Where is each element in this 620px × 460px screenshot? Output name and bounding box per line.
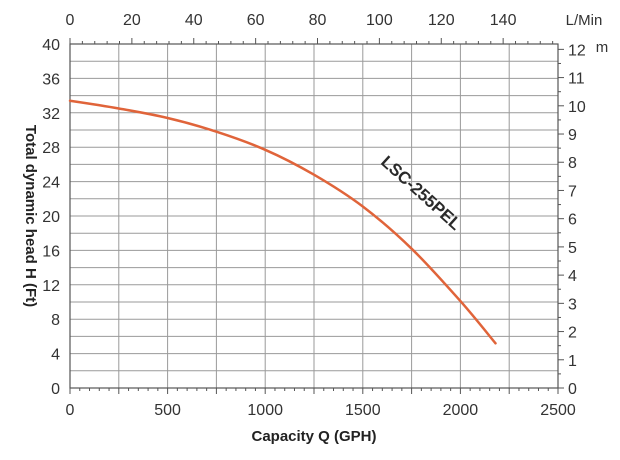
tick-labels: 0 500 1000 1500 2000 250004812162024283236400… bbox=[42, 12, 586, 419]
x-axis-title: Capacity Q (GPH) bbox=[251, 428, 376, 445]
series-line-lsc-255pel bbox=[68, 99, 497, 345]
right-tick-label: 7 bbox=[568, 183, 577, 200]
x-tick-label: 1000 bbox=[247, 402, 283, 419]
right-tick-label: 6 bbox=[568, 212, 577, 229]
series-layer bbox=[68, 99, 497, 345]
y-tick-label: 20 bbox=[42, 209, 60, 226]
right-tick-label: 1 bbox=[568, 353, 577, 370]
x-tick-label: 2000 bbox=[443, 402, 479, 419]
right-tick-label: 5 bbox=[568, 240, 577, 257]
y-tick-label: 24 bbox=[42, 175, 60, 192]
top-tick-label: 20 bbox=[123, 12, 141, 29]
right-tick-label: 0 bbox=[568, 381, 577, 398]
y-tick-label: 0 bbox=[51, 381, 60, 398]
top-tick-label: 40 bbox=[185, 12, 203, 29]
y-tick-label: 4 bbox=[51, 347, 60, 364]
y-tick-label: 16 bbox=[42, 243, 60, 260]
top-tick-label: 80 bbox=[309, 12, 327, 29]
grid-layer bbox=[69, 43, 559, 389]
right-tick-label: 10 bbox=[568, 99, 586, 116]
top-tick-label: 100 bbox=[366, 12, 393, 29]
right-tick-label: 3 bbox=[568, 296, 577, 313]
right-tick-label: 2 bbox=[568, 325, 577, 342]
top-tick-label: 0 bbox=[66, 12, 75, 29]
y-tick-label: 40 bbox=[42, 37, 60, 54]
x-tick-label: 1500 bbox=[345, 402, 381, 419]
y-tick-label: 36 bbox=[42, 71, 60, 88]
right-tick-label: 4 bbox=[568, 268, 577, 285]
ticks-layer bbox=[69, 38, 564, 394]
y-tick-label: 32 bbox=[42, 106, 60, 123]
top-tick-label: 60 bbox=[247, 12, 265, 29]
y-tick-label: 8 bbox=[51, 312, 60, 329]
x-tick-label: 2500 bbox=[540, 402, 576, 419]
right-tick-label: 9 bbox=[568, 127, 577, 144]
top-tick-label: 120 bbox=[428, 12, 455, 29]
secondary-x-unit-label: L/Min bbox=[566, 12, 603, 29]
x-tick-label: 500 bbox=[154, 402, 181, 419]
x-tick-label: 0 bbox=[66, 402, 75, 419]
y-tick-label: 28 bbox=[42, 140, 60, 157]
top-tick-label: 140 bbox=[490, 12, 517, 29]
secondary-y-unit-label: m bbox=[596, 39, 609, 56]
right-tick-label: 11 bbox=[568, 71, 585, 88]
right-tick-label: 8 bbox=[568, 155, 577, 172]
y-tick-label: 12 bbox=[42, 278, 60, 295]
right-tick-label: 12 bbox=[568, 42, 586, 59]
y-axis-title: Total dynamic head H (Ft) bbox=[22, 125, 39, 307]
